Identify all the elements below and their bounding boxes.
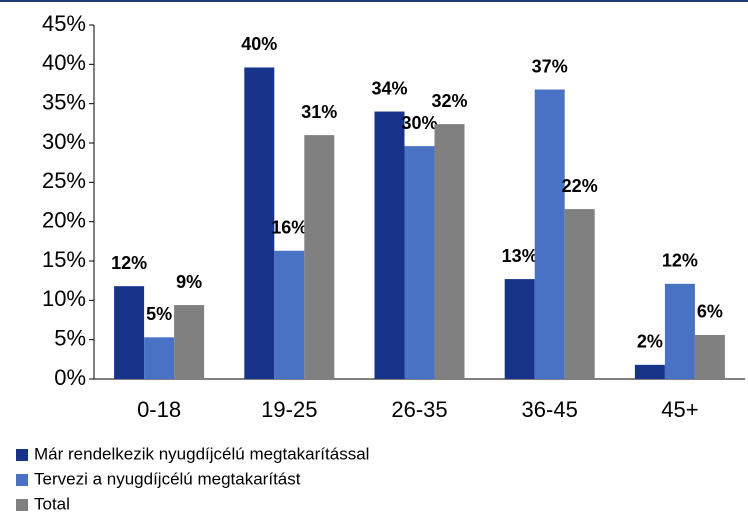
y-tick-label: 35%: [42, 89, 86, 114]
bar: [504, 279, 535, 379]
x-tick-label: 36-45: [522, 397, 578, 422]
y-tick-label: 40%: [42, 50, 86, 75]
bar: [114, 286, 145, 379]
value-label: 2%: [637, 332, 663, 352]
bar: [304, 135, 335, 379]
value-label: 32%: [431, 91, 467, 111]
x-tick-label: 45+: [661, 397, 698, 422]
y-tick-label: 5%: [54, 325, 86, 350]
bar: [404, 146, 435, 379]
y-tick-label: 10%: [42, 286, 86, 311]
legend-label: Már rendelkezik nyugdíjcélú megtakarítás…: [34, 444, 369, 463]
bar: [694, 334, 725, 379]
legend-swatch: [16, 499, 28, 511]
legend-label: Tervezi a nyugdíjcélú megtakarítást: [34, 469, 301, 488]
y-tick-label: 25%: [42, 168, 86, 193]
value-label: 9%: [176, 272, 202, 292]
value-label: 34%: [371, 78, 407, 98]
bar: [144, 337, 175, 379]
bar: [634, 364, 665, 379]
y-tick-label: 15%: [42, 247, 86, 272]
value-label: 12%: [111, 253, 147, 273]
legend-label: Total: [34, 494, 70, 513]
bar: [244, 67, 275, 379]
x-tick-label: 26-35: [391, 397, 447, 422]
value-label: 12%: [662, 251, 698, 271]
bar: [174, 305, 205, 379]
value-label: 13%: [502, 246, 538, 266]
bar: [564, 209, 595, 379]
value-label: 6%: [697, 302, 723, 322]
value-label: 37%: [532, 56, 568, 76]
bar: [664, 283, 695, 379]
y-tick-label: 0%: [54, 365, 86, 390]
value-label: 30%: [401, 113, 437, 133]
y-tick-label: 20%: [42, 207, 86, 232]
bar: [534, 89, 565, 380]
value-label: 40%: [241, 34, 277, 54]
y-tick-label: 45%: [42, 11, 86, 36]
x-tick-label: 19-25: [261, 397, 317, 422]
value-label: 31%: [301, 102, 337, 122]
value-label: 16%: [271, 218, 307, 238]
value-label: 22%: [562, 176, 598, 196]
bar: [374, 111, 405, 380]
x-tick-label: 0-18: [137, 397, 181, 422]
legend-swatch: [16, 474, 28, 486]
y-tick-label: 30%: [42, 129, 86, 154]
value-label: 5%: [146, 304, 172, 324]
bar: [274, 250, 305, 379]
legend-swatch: [16, 449, 28, 461]
bar: [434, 124, 465, 380]
